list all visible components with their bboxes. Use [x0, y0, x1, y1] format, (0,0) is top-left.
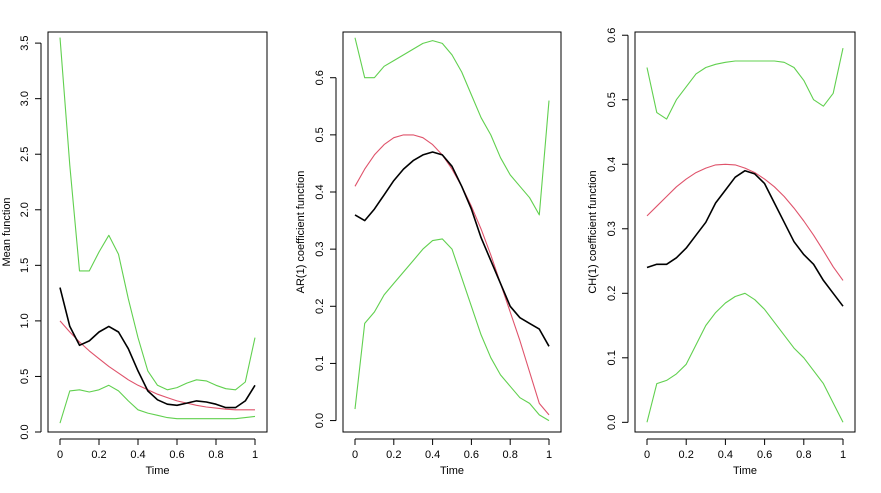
estimate-line	[354, 151, 550, 347]
y-tick-label: 0.4	[606, 157, 618, 172]
x-tick-label: 0	[352, 449, 358, 461]
x-tick-label: 0.4	[130, 449, 145, 461]
x-axis-title: Time	[145, 465, 169, 477]
y-tick-label: 1.0	[19, 313, 31, 328]
x-tick-label: 0.2	[679, 449, 694, 461]
x-tick-label: 0.8	[796, 449, 811, 461]
x-tick-label: 0	[644, 449, 650, 461]
y-tick-label: 1.5	[19, 258, 31, 273]
x-tick-label: 0.8	[208, 449, 223, 461]
x-tick-label: 0.6	[169, 449, 184, 461]
plot-frame	[342, 31, 562, 433]
y-tick-label: 0.0	[606, 415, 618, 430]
x-tick-label: 1	[546, 449, 552, 461]
x-tick-label: 0.6	[464, 449, 479, 461]
x-tick-label: 0.4	[425, 449, 440, 461]
plot-frame	[634, 31, 856, 433]
y-axis-title: CH(1) coefficient function	[587, 170, 599, 293]
estimate-line	[59, 287, 256, 409]
x-tick-label: 1	[840, 449, 846, 461]
y-tick-label: 0.0	[314, 413, 326, 428]
y-tick-label: 0.5	[19, 369, 31, 384]
y-tick-label: 0.2	[606, 286, 618, 301]
y-axis-title: Mean function	[1, 197, 13, 266]
upper-band-line	[646, 47, 844, 120]
y-tick-label: 2.5	[19, 147, 31, 162]
x-axis-title: Time	[733, 465, 757, 477]
y-tick-label: 0.1	[606, 350, 618, 365]
true-function-line	[646, 163, 844, 281]
upper-band-line	[59, 37, 256, 391]
upper-band-line	[354, 37, 550, 216]
ar1-coefficient-panel: 0 0.2 0.4 0.6 0.8 10.00.10.20.30.40.50.6TimeA…	[295, 31, 562, 477]
ch1-coefficient-panel: 0 0.2 0.4 0.6 0.8 10.00.10.20.30.40.50.6TimeC…	[587, 28, 856, 477]
true-function-line	[354, 134, 550, 416]
y-tick-label: 3.5	[19, 35, 31, 50]
x-tick-label: 0.6	[757, 449, 772, 461]
x-tick-label: 1	[252, 449, 258, 461]
lower-band-line	[354, 238, 550, 422]
y-tick-label: 0.1	[314, 356, 326, 371]
x-axis-title: Time	[440, 465, 464, 477]
y-tick-label: 0.6	[606, 28, 618, 43]
y-tick-label: 0.2	[314, 299, 326, 314]
y-tick-label: 0.5	[314, 127, 326, 142]
plot-frame	[47, 31, 268, 433]
y-tick-label: 0.4	[314, 184, 326, 199]
lower-band-line	[646, 292, 844, 423]
y-tick-label: 0.3	[314, 241, 326, 256]
y-tick-label: 3.0	[19, 91, 31, 106]
y-axis-title: AR(1) coefficient function	[295, 171, 307, 294]
x-tick-label: 0.2	[91, 449, 106, 461]
estimate-line	[646, 169, 844, 307]
x-tick-label: 0	[57, 449, 63, 461]
true-function-line	[59, 320, 255, 411]
y-tick-label: 0.3	[606, 221, 618, 236]
y-tick-label: 0.6	[314, 70, 326, 85]
y-tick-label: 0.5	[606, 92, 618, 107]
y-tick-label: 2.0	[19, 202, 31, 217]
x-tick-label: 0.2	[386, 449, 401, 461]
y-tick-label: 0.0	[19, 424, 31, 439]
x-tick-label: 0.8	[503, 449, 518, 461]
mean-function-panel: 0 0.2 0.4 0.6 0.8 1 0.0 0.5 1.0 1.5 2.0 2.5 3.0 3.5 Ti…	[1, 31, 268, 477]
x-tick-label: 0.4	[718, 449, 733, 461]
lower-band-line	[59, 384, 256, 424]
